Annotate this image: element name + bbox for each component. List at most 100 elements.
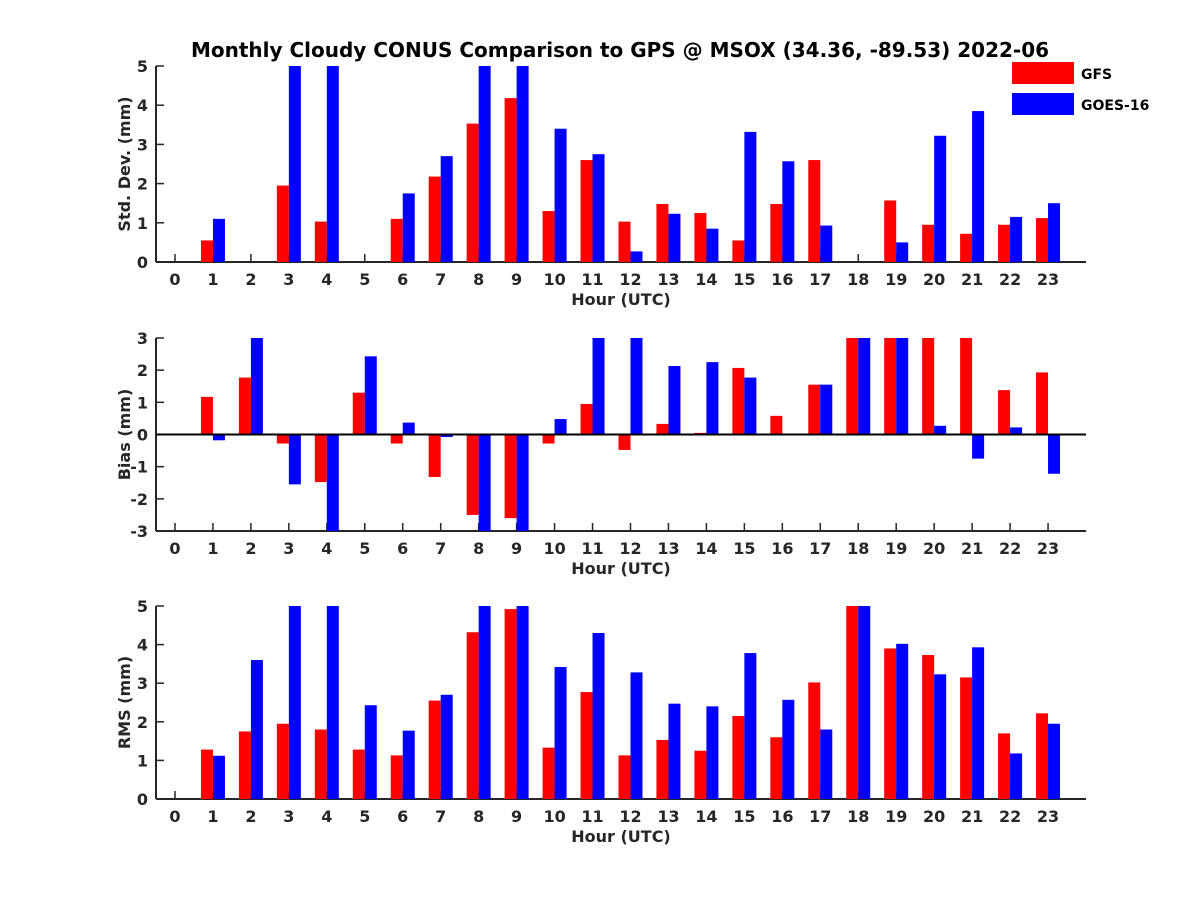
bar-gfs-hour-15 (732, 367, 745, 435)
bar-gfs-hour-18 (846, 606, 859, 799)
bar-goes-16-hour-5 (364, 705, 377, 799)
bar-gfs-hour-17 (808, 682, 821, 799)
x-tick-label: 0 (169, 539, 180, 558)
bar-gfs-hour-12 (618, 221, 631, 262)
x-tick-label: 16 (771, 270, 793, 289)
x-tick-label: 12 (619, 807, 641, 826)
x-tick-label: 21 (961, 539, 983, 558)
bar-goes-16-hour-16 (782, 699, 795, 799)
bar-goes-16-hour-15 (744, 131, 757, 262)
bar-gfs-hour-6 (390, 755, 403, 799)
bar-gfs-hour-11 (580, 160, 593, 262)
bar-goes-16-hour-12 (630, 672, 643, 799)
x-tick-label: 22 (999, 270, 1021, 289)
bar-goes-16-hour-10 (554, 419, 567, 435)
bar-goes-16-hour-13 (668, 213, 681, 262)
bar-goes-16-hour-12 (630, 251, 643, 262)
bar-gfs-hour-13 (656, 423, 669, 435)
bar-goes-16-hour-2 (250, 338, 263, 435)
y-tick-label: 3 (137, 674, 148, 693)
y-tick-label: -1 (130, 458, 148, 477)
x-tick-label: 0 (169, 270, 180, 289)
bar-goes-16-hour-23 (1048, 203, 1061, 262)
bar-gfs-hour-14 (694, 213, 707, 262)
x-tick-label: 12 (619, 539, 641, 558)
x-tick-label: 11 (581, 807, 603, 826)
bar-goes-16-hour-19 (896, 242, 909, 262)
x-tick-label: 11 (581, 539, 603, 558)
bar-gfs-hour-4 (314, 729, 327, 799)
bar-goes-16-hour-11 (592, 338, 605, 435)
bar-goes-16-hour-18 (858, 606, 871, 799)
y-tick-label: 4 (137, 636, 148, 655)
bar-goes-16-hour-10 (554, 128, 567, 262)
bar-goes-16-hour-16 (782, 161, 795, 262)
y-tick-label: 0 (137, 426, 148, 445)
bar-gfs-hour-13 (656, 203, 669, 262)
bar-gfs-hour-11 (580, 692, 593, 799)
bar-gfs-hour-22 (998, 224, 1011, 262)
bar-goes-16-hour-8 (478, 606, 491, 799)
bar-gfs-hour-16 (770, 415, 783, 435)
bar-goes-16-hour-6 (402, 193, 415, 262)
bar-goes-16-hour-4 (326, 606, 339, 799)
x-tick-label: 14 (695, 539, 717, 558)
bar-gfs-hour-6 (390, 434, 403, 444)
x-tick-label: 6 (397, 270, 408, 289)
bar-goes-16-hour-15 (744, 377, 757, 435)
bar-gfs-hour-9 (504, 434, 517, 519)
bar-gfs-hour-7 (428, 700, 441, 799)
bar-goes-16-hour-14 (706, 706, 719, 799)
x-tick-label: 5 (359, 539, 370, 558)
bar-gfs-hour-17 (808, 384, 821, 435)
bar-goes-16-hour-1 (212, 434, 225, 441)
bar-goes-16-hour-6 (402, 422, 415, 435)
x-tick-label: 19 (885, 539, 907, 558)
x-tick-label: 22 (999, 807, 1021, 826)
x-tick-label: 13 (657, 270, 679, 289)
bar-goes-16-hour-3 (288, 606, 301, 799)
x-tick-label: 7 (435, 807, 446, 826)
bar-gfs-hour-1 (200, 240, 213, 262)
bar-gfs-hour-12 (618, 755, 631, 799)
x-tick-label: 1 (207, 539, 218, 558)
bar-goes-16-hour-3 (288, 434, 301, 485)
bar-goes-16-hour-22 (1010, 753, 1023, 799)
y-tick-label: 2 (137, 175, 148, 194)
legend-label: GFS (1081, 67, 1112, 83)
y-tick-label: 0 (137, 790, 148, 809)
x-tick-label: 2 (245, 270, 256, 289)
x-tick-label: 8 (473, 807, 484, 826)
y-tick-label: 0 (137, 253, 148, 272)
x-tick-label: 17 (809, 270, 831, 289)
y-tick-label: -2 (130, 490, 148, 509)
bar-gfs-hour-7 (428, 434, 441, 477)
bar-gfs-hour-4 (314, 434, 327, 483)
bar-goes-16-hour-8 (478, 66, 491, 262)
bar-goes-16-hour-22 (1010, 216, 1023, 262)
x-axis-label: Hour (UTC) (571, 559, 671, 578)
bar-gfs-hour-1 (200, 749, 213, 799)
bar-gfs-hour-18 (846, 338, 859, 435)
bar-gfs-hour-19 (884, 200, 897, 262)
bar-goes-16-hour-11 (592, 154, 605, 262)
bar-goes-16-hour-21 (972, 111, 985, 262)
x-tick-label: 17 (809, 807, 831, 826)
bar-goes-16-hour-9 (516, 66, 529, 262)
bar-goes-16-hour-1 (212, 218, 225, 262)
bar-gfs-hour-23 (1036, 713, 1049, 799)
legend-swatch-goes-16 (1012, 93, 1074, 115)
bar-gfs-hour-7 (428, 176, 441, 262)
x-tick-label: 4 (321, 270, 332, 289)
bar-goes-16-hour-11 (592, 633, 605, 799)
bar-goes-16-hour-3 (288, 66, 301, 262)
x-tick-label: 23 (1037, 807, 1059, 826)
bar-gfs-hour-21 (960, 338, 973, 435)
bar-gfs-hour-2 (238, 377, 251, 435)
x-tick-label: 22 (999, 539, 1021, 558)
x-tick-label: 7 (435, 539, 446, 558)
x-tick-label: 8 (473, 270, 484, 289)
